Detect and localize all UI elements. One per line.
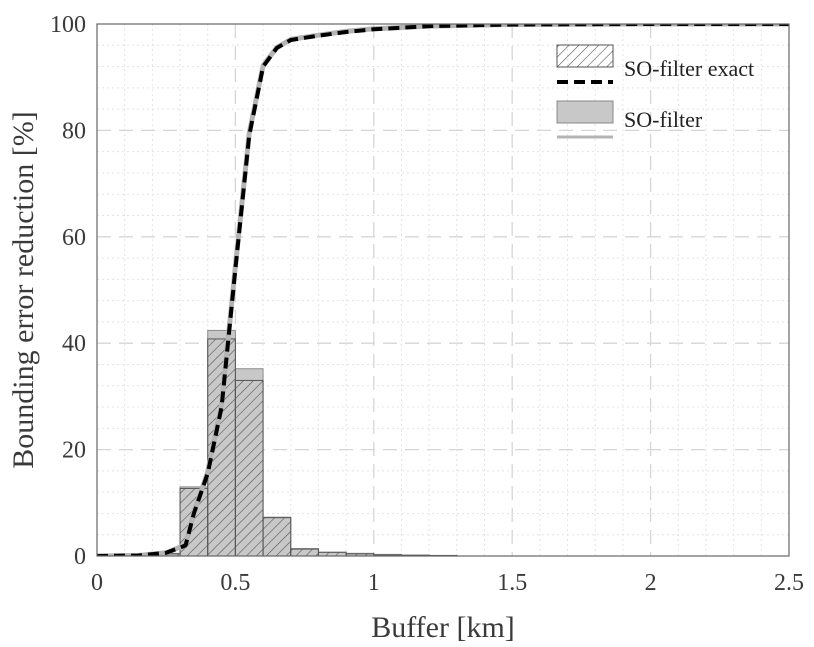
histogram-bar-so-filter-exact — [234, 379, 264, 556]
plot-background — [97, 24, 789, 556]
legend-label-so-filter: SO-filter — [624, 107, 703, 132]
lines — [97, 24, 789, 556]
x-tick-label: 1 — [368, 570, 380, 596]
line-so-filter-exact — [97, 24, 789, 556]
y-tick-label: 80 — [62, 118, 86, 144]
y-tick-label: 0 — [74, 544, 86, 570]
y-tick-label: 60 — [62, 225, 86, 251]
x-tick-label: 2 — [645, 570, 657, 596]
y-tick-label: 20 — [62, 438, 86, 464]
y-axis-label: Bounding error reduction [%] — [7, 111, 40, 468]
legend-label-so-filter-exact: SO-filter exact — [624, 56, 754, 81]
y-tick-label: 40 — [62, 331, 86, 357]
x-axis-label: Buffer [km] — [371, 611, 515, 644]
legend: SO-filter exact SO-filter — [556, 44, 754, 139]
y-tick-label: 100 — [50, 12, 86, 38]
x-tick-label: 1.5 — [497, 570, 527, 596]
x-tick-label: 0.5 — [220, 570, 250, 596]
tick-labels: 0 0.5 1 1.5 2 2.5 0 20 40 60 80 100 — [50, 12, 804, 596]
histogram-bar-so-filter-exact — [262, 517, 292, 556]
x-tick-label: 2.5 — [774, 570, 804, 596]
plot-frame — [96, 23, 790, 557]
legend-swatch-hatched — [556, 44, 614, 68]
histogram-bar-so-filter-exact — [290, 548, 319, 556]
legend-swatch-filled — [556, 100, 614, 124]
x-tick-label: 0 — [91, 570, 103, 596]
